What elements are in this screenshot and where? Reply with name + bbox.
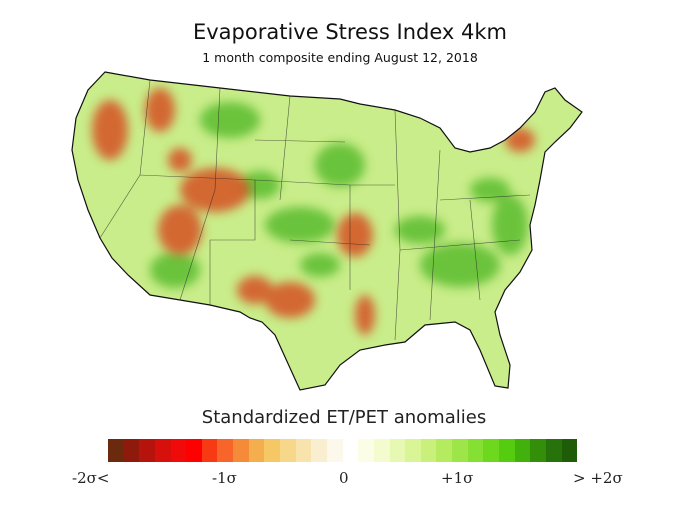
legend-swatch — [389, 439, 406, 462]
legend-swatch — [483, 439, 500, 462]
legend-tick-minus2: -2σ< — [72, 469, 110, 487]
conus-esi-map — [71, 71, 583, 391]
legend-swatch — [514, 439, 531, 462]
legend-swatch — [295, 439, 312, 462]
legend-swatch — [420, 439, 437, 462]
legend-swatch — [233, 439, 249, 462]
legend-swatch — [342, 439, 359, 462]
legend-swatch — [561, 439, 578, 462]
legend-swatch — [154, 439, 171, 462]
map-subtitle: 1 month composite ending August 12, 2018 — [202, 50, 478, 65]
legend-swatch — [545, 439, 562, 462]
legend-tick-plus2: > +2σ — [573, 469, 623, 487]
legend-swatch — [201, 439, 218, 462]
legend-swatch — [373, 439, 390, 462]
legend-tick-zero: 0 — [339, 469, 349, 487]
legend-swatch — [311, 439, 327, 462]
legend-title: Standardized ET/PET anomalies — [201, 407, 487, 428]
legend-swatch — [499, 439, 515, 462]
legend-swatch — [108, 439, 124, 462]
map-title: Evaporative Stress Index 4km — [192, 20, 507, 44]
legend-swatch — [530, 439, 546, 462]
legend-tick-minus1: -1σ — [212, 469, 237, 487]
legend-colorbar — [108, 439, 578, 462]
esi-raster — [72, 72, 582, 390]
state-boundaries — [99, 79, 531, 341]
legend-swatch — [358, 439, 374, 462]
legend-swatch — [123, 439, 140, 462]
legend-swatch — [405, 439, 421, 462]
legend-swatch — [280, 439, 296, 462]
legend-swatch — [139, 439, 155, 462]
legend-swatch — [217, 439, 234, 462]
legend-swatch — [264, 439, 281, 462]
legend-swatch — [436, 439, 453, 462]
legend-swatch — [452, 439, 468, 462]
wet-anomalies — [150, 102, 528, 288]
legend-swatch — [170, 439, 187, 462]
legend-swatch — [326, 439, 343, 462]
legend-swatch — [248, 439, 265, 462]
legend-swatch — [186, 439, 202, 462]
dry-anomalies — [92, 88, 535, 335]
legend-swatch — [467, 439, 484, 462]
legend-tick-plus1: +1σ — [441, 469, 474, 487]
